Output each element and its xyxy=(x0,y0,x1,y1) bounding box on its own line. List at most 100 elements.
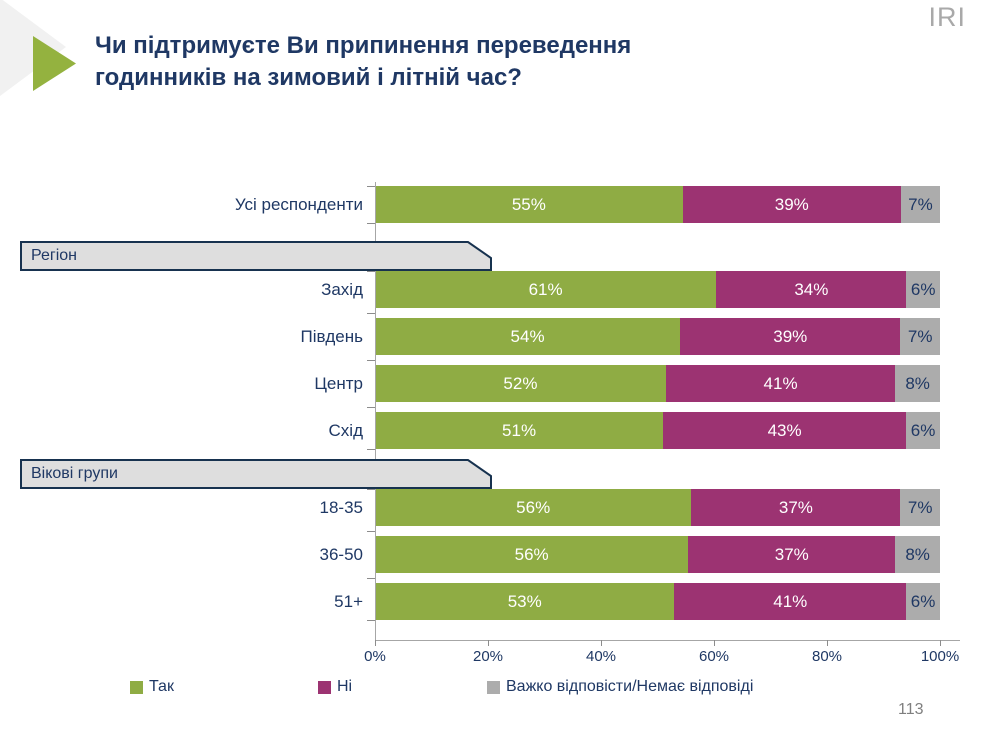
row-bar: 56% 37% 7% xyxy=(375,489,940,526)
row-bar: 51% 43% 6% xyxy=(375,412,940,449)
row-label: 18-35 xyxy=(319,497,363,517)
chart-row: 51+ 53% 41% 6% xyxy=(20,583,940,620)
x-axis-tick xyxy=(827,640,828,646)
bar-segment-value: 34% xyxy=(794,279,829,299)
bar-segment-undecided: 7% xyxy=(900,186,940,223)
y-axis-tick xyxy=(367,313,375,314)
bar-segment-value: 43% xyxy=(767,420,802,440)
bar-segment-value: 54% xyxy=(510,326,545,346)
row-label: Південь xyxy=(300,326,363,346)
bar-segment-yes: 56% xyxy=(375,489,692,526)
banner-shape xyxy=(20,459,492,489)
bar-segment-undecided: 8% xyxy=(895,365,940,402)
y-axis-tick xyxy=(367,271,375,272)
legend-item-undecided: Важко відповісти/Немає відповіді xyxy=(487,678,753,696)
chart-row: Схід 51% 43% 6% xyxy=(20,412,940,449)
bar-segment-undecided: 6% xyxy=(906,583,940,620)
bar-segment-value: 51% xyxy=(502,420,537,440)
bar-segment-yes: 55% xyxy=(375,186,683,223)
bar-segment-value: 6% xyxy=(910,279,936,299)
y-axis-tick xyxy=(367,578,375,579)
chart-row: 36-50 56% 37% 8% xyxy=(20,536,940,573)
x-axis-tick-label: 40% xyxy=(585,648,617,665)
x-axis-tick-label: 20% xyxy=(472,648,504,665)
iri-logo: IRI xyxy=(928,2,966,32)
bar-segment-no: 41% xyxy=(674,583,907,620)
bar-segment-value: 8% xyxy=(905,373,930,393)
y-axis-tick xyxy=(367,223,375,224)
bar-segment-value: 7% xyxy=(907,497,933,517)
bar-segment-yes: 54% xyxy=(375,318,681,355)
row-bar: 55% 39% 7% xyxy=(375,186,940,223)
row-label: Усі респонденти xyxy=(234,194,363,214)
bar-segment-yes: 52% xyxy=(375,365,666,402)
chart-rows-container: Усі респонденти 55% 39% 7% Регіон Захід 61% 34%… xyxy=(20,186,940,620)
row-bar: 61% 34% 6% xyxy=(375,271,940,308)
chart-row: Центр 52% 41% 8% xyxy=(20,365,940,402)
stacked-bar-chart: Усі респонденти 55% 39% 7% Регіон Захід 61% 34%… xyxy=(20,170,960,675)
x-axis-tick xyxy=(488,640,489,646)
legend-label: Ні xyxy=(337,678,353,695)
bar-segment-yes: 61% xyxy=(375,271,717,308)
x-axis-tick-label: 60% xyxy=(698,648,730,665)
bar-segment-no: 39% xyxy=(682,186,901,223)
legend-item-no: Ні xyxy=(318,678,352,696)
bar-segment-value: 61% xyxy=(528,279,563,299)
row-bar: 53% 41% 6% xyxy=(375,583,940,620)
bar-segment-value: 6% xyxy=(910,591,936,611)
y-axis-tick xyxy=(367,407,375,408)
x-axis-tick-label: 80% xyxy=(811,648,843,665)
chart-row: Південь 54% 39% 7% xyxy=(20,318,940,355)
x-axis-tick-label: 0% xyxy=(364,648,386,665)
chart-legend: Так Ні Важко відповісти/Немає відповіді xyxy=(0,678,1000,702)
y-axis-tick xyxy=(367,449,375,450)
y-axis-tick xyxy=(367,186,375,187)
row-bar: 54% 39% 7% xyxy=(375,318,940,355)
bar-segment-undecided: 7% xyxy=(900,318,940,355)
y-axis-line xyxy=(375,182,376,640)
chart-row: Захід 61% 34% 6% xyxy=(20,271,940,308)
chart-row: 18-35 56% 37% 7% xyxy=(20,489,940,526)
y-axis-tick xyxy=(367,360,375,361)
bar-segment-value: 56% xyxy=(514,544,549,564)
y-axis-tick xyxy=(367,620,375,621)
bar-segment-yes: 56% xyxy=(375,536,689,573)
bar-segment-value: 55% xyxy=(511,194,546,214)
legend-label: Так xyxy=(149,678,174,695)
slide-title: Чи підтримуєте Ви припинення переведення… xyxy=(95,30,835,94)
bar-segment-yes: 51% xyxy=(375,412,664,449)
bar-segment-value: 41% xyxy=(773,591,808,611)
legend-item-yes: Так xyxy=(130,678,174,696)
title-line-1: Чи підтримуєте Ви припинення переведення xyxy=(95,32,632,59)
group-banner-регіон: Регіон xyxy=(20,241,492,271)
bar-segment-value: 53% xyxy=(507,591,542,611)
row-label: Захід xyxy=(321,279,363,299)
x-axis-tick xyxy=(940,640,941,646)
bar-segment-value: 8% xyxy=(905,544,930,564)
legend-label: Важко відповісти/Немає відповіді xyxy=(506,678,754,695)
chart-row: Усі респонденти 55% 39% 7% xyxy=(20,186,940,223)
bar-segment-value: 39% xyxy=(773,326,808,346)
group-banner-label: Вікові групи xyxy=(31,465,118,482)
bar-segment-value: 7% xyxy=(907,326,933,346)
bar-segment-no: 34% xyxy=(716,271,907,308)
banner-shape xyxy=(20,241,492,271)
x-axis-line xyxy=(375,640,960,641)
bar-segment-value: 37% xyxy=(774,544,809,564)
x-axis-tick-label: 100% xyxy=(920,648,960,665)
legend-swatch-icon xyxy=(487,680,500,694)
bar-segment-undecided: 7% xyxy=(900,489,940,526)
bar-segment-value: 52% xyxy=(503,373,538,393)
bar-segment-no: 39% xyxy=(680,318,901,355)
bar-segment-yes: 53% xyxy=(375,583,675,620)
bar-segment-undecided: 8% xyxy=(895,536,940,573)
bar-segment-no: 41% xyxy=(665,365,896,402)
row-label: Схід xyxy=(328,420,363,440)
legend-swatch-icon xyxy=(318,680,331,694)
y-axis-tick xyxy=(367,531,375,532)
bar-segment-value: 56% xyxy=(516,497,551,517)
group-banner-вікові-групи: Вікові групи xyxy=(20,459,492,489)
row-label: 51+ xyxy=(334,591,363,611)
row-label: Центр xyxy=(314,373,363,393)
